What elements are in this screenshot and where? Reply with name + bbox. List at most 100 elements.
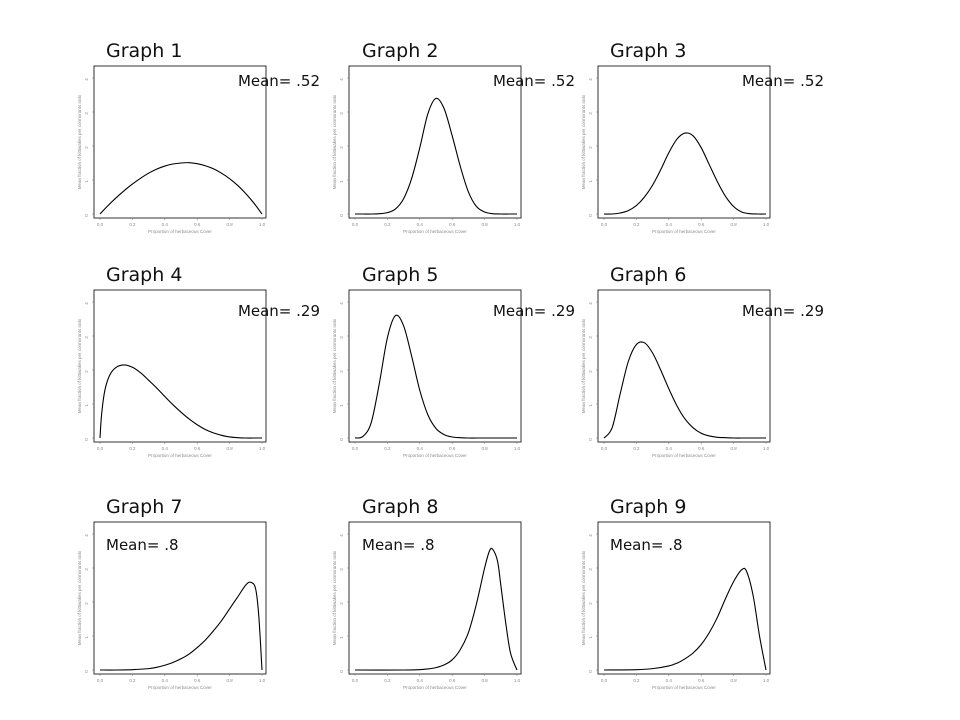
plot-svg: 0.0 0.2 0.4 0.6 0.8 1.0 0 1 2 3 4 Proportion of her… [332,521,522,690]
plot-svg: 0.0 0.2 0.4 0.6 0.8 1.0 0 1 2 3 4 Proportion of her… [332,65,522,234]
x-tick-label: 1.0 [259,446,266,451]
x-tick-label: 0.4 [162,678,169,683]
x-tick-label: 0.0 [352,678,359,683]
x-tick-label: 0.0 [97,446,104,451]
x-tick-label: 0.2 [633,446,640,451]
y-tick-label: 0 [588,214,593,217]
density-curve [603,132,767,215]
x-axis-label: Proportion of herbaceous Cover [652,685,716,690]
plot-frame [348,65,522,219]
y-tick-label: 4 [588,302,593,305]
graph-panel-8: Graph 8 Mean= .8 0.0 0.2 0.4 0.6 0.8 1.0 0 1 2 3 4… [332,486,585,716]
mean-annotation: Mean= .8 [106,536,179,554]
graph-title: Graph 2 [362,40,439,62]
x-tick-label: 0.2 [633,222,640,227]
y-tick-label: 4 [84,534,89,537]
graph-title: Graph 1 [106,40,183,62]
plot-frame [93,289,267,443]
plot-frame [597,65,771,219]
y-tick-label: 2 [84,370,89,373]
x-tick-label: 0.8 [226,678,233,683]
x-tick-label: 0.4 [162,446,169,451]
x-tick-label: 0.2 [129,446,136,451]
x-tick-label: 0.6 [194,678,201,683]
y-axis-label: Mean fraction of kittiwakes per cormoran… [77,550,82,645]
x-tick-label: 0.8 [481,222,488,227]
graph-panel-1: Graph 1 Mean= .52 0.0 0.2 0.4 0.6 0.8 1.0 0 1 2 3… [77,30,330,260]
x-tick-label: 0.6 [449,446,456,451]
mean-annotation: Mean= .52 [492,72,575,90]
x-tick-label: 0.8 [481,446,488,451]
graph-panel-6: Graph 6 Mean= .29 0.0 0.2 0.4 0.6 0.8 1.0 0 1 2 3… [581,254,834,484]
x-tick-label: 1.0 [259,222,266,227]
x-tick-label: 0.6 [698,446,705,451]
plot-svg: 0.0 0.2 0.4 0.6 0.8 1.0 0 1 2 3 4 Proportion of her… [77,65,267,234]
mean-annotation: Mean= .29 [492,302,575,320]
density-curve [355,97,517,215]
y-axis-label: Mean fraction of kittiwakes per cormoran… [332,318,337,413]
x-tick-label: 0.8 [730,678,737,683]
graph-title: Graph 5 [362,264,439,286]
mean-annotation: Mean= .52 [237,72,320,90]
mean-annotation: Mean= .52 [741,72,824,90]
density-curve [603,567,767,671]
plot-svg: 0.0 0.2 0.4 0.6 0.8 1.0 0 1 2 3 4 Proportion of her… [77,521,267,690]
x-tick-label: 0.8 [481,678,488,683]
x-tick-label: 0.6 [194,222,201,227]
y-tick-label: 2 [339,146,344,149]
x-tick-label: 0.6 [194,446,201,451]
y-tick-label: 2 [588,146,593,149]
x-tick-label: 0.8 [226,446,233,451]
y-tick-label: 3 [339,336,344,339]
plot-svg: 0.0 0.2 0.4 0.6 0.8 1.0 0 1 2 3 4 Proportion of her… [581,521,771,690]
density-curve [354,314,517,439]
graph-title: Graph 6 [610,264,687,286]
y-axis-label: Mean fraction of kittiwakes per cormoran… [581,318,586,413]
graph-panel-5: Graph 5 Mean= .29 0.0 0.2 0.4 0.6 0.8 1.0 0 1 2 3… [332,254,585,484]
x-axis-label: Proportion of herbaceous Cover [652,229,716,234]
y-tick-label: 4 [339,78,344,81]
mean-annotation: Mean= .8 [362,536,435,554]
y-axis-label: Mean fraction of kittiwakes per cormoran… [77,94,82,189]
x-tick-label: 0.6 [449,678,456,683]
y-axis-label: Mean fraction of kittiwakes per cormoran… [332,94,337,189]
plot-svg: 0.0 0.2 0.4 0.6 0.8 1.0 0 1 2 3 4 Proportion of her… [332,289,522,458]
x-tick-label: 1.0 [259,678,266,683]
y-tick-label: 4 [84,302,89,305]
y-tick-label: 0 [84,670,89,673]
y-tick-label: 3 [84,336,89,339]
plot-frame [597,521,771,675]
x-tick-label: 0.2 [384,222,391,227]
x-tick-label: 0.2 [129,222,136,227]
y-axis-label: Mean fraction of kittiwakes per cormoran… [77,318,82,413]
graph-title: Graph 3 [610,40,687,62]
y-tick-label: 2 [588,370,593,373]
y-tick-label: 0 [588,670,593,673]
graph-title: Graph 9 [610,496,687,518]
x-tick-label: 0.4 [162,222,169,227]
x-tick-label: 1.0 [763,446,770,451]
y-axis-label: Mean fraction of kittiwakes per cormoran… [581,94,586,189]
y-tick-label: 1 [339,636,344,639]
x-axis-label: Proportion of herbaceous Cover [403,229,467,234]
x-tick-label: 0.6 [449,222,456,227]
density-curve [354,547,518,671]
x-tick-label: 0.0 [97,222,104,227]
y-tick-label: 1 [84,636,89,639]
y-tick-label: 3 [588,568,593,571]
x-axis-label: Proportion of herbaceous Cover [403,685,467,690]
graph-panel-3: Graph 3 Mean= .52 0.0 0.2 0.4 0.6 0.8 1.0 0 1 2 3… [581,30,834,260]
plot-frame [348,289,522,443]
graph-panel-9: Graph 9 Mean= .8 0.0 0.2 0.4 0.6 0.8 1.0 0 1 2 3 4… [581,486,834,716]
x-tick-label: 0.0 [352,222,359,227]
x-tick-label: 0.4 [666,446,673,451]
x-tick-label: 0.0 [601,222,608,227]
y-tick-label: 3 [588,112,593,115]
x-tick-label: 0.0 [601,446,608,451]
graph-title: Graph 7 [106,496,183,518]
density-curve [99,162,263,215]
graph-panel-7: Graph 7 Mean= .8 0.0 0.2 0.4 0.6 0.8 1.0 0 1 2 3 4… [77,486,330,716]
x-tick-label: 0.8 [730,222,737,227]
y-axis-label: Mean fraction of kittiwakes per cormoran… [332,550,337,645]
plot-frame [93,65,267,219]
